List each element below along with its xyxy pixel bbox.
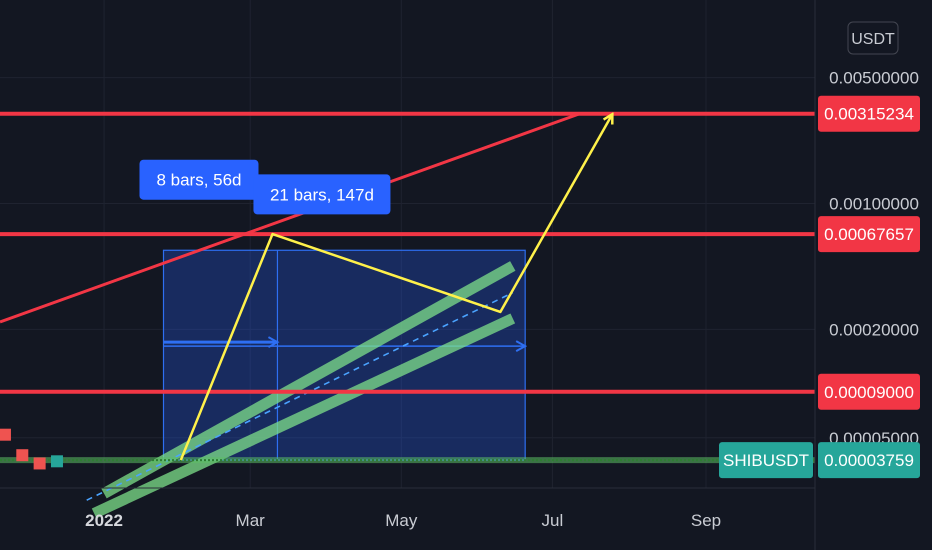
range-measure-label: 21 bars, 147d (270, 185, 374, 204)
price-level-badge[interactable] (818, 373, 920, 410)
channel-middle-line[interactable] (86, 291, 514, 501)
candle[interactable] (16, 449, 29, 462)
candle[interactable] (33, 457, 46, 470)
range-measure-badge[interactable]: 21 bars, 147d (253, 174, 391, 215)
currency-unit-button[interactable] (847, 21, 899, 55)
current-price-badge[interactable] (818, 442, 920, 479)
badge-background (253, 174, 391, 215)
x-tick-label: 2022 (85, 511, 123, 530)
symbol-badge-label: SHIBUSDT (723, 451, 809, 470)
price-level-badge[interactable] (818, 216, 920, 253)
range-measure-label: 8 bars, 56d (156, 171, 241, 190)
projection-path[interactable] (179, 115, 612, 461)
candle[interactable] (0, 428, 11, 441)
x-tick-label: Mar (236, 511, 266, 530)
x-tick-label: Sep (691, 511, 721, 530)
plot-area[interactable]: 8 bars, 56d 21 bars, 147d (0, 0, 815, 519)
currency-unit-label[interactable]: USDT (851, 31, 895, 48)
channel-lower-line[interactable] (91, 313, 516, 519)
x-tick-label: May (385, 511, 418, 530)
badge-background (139, 159, 259, 200)
current-price-badge-label: 0.00003759 (824, 451, 914, 470)
symbol-badge[interactable] (719, 442, 813, 479)
channel-upper-line[interactable] (101, 261, 516, 499)
x-tick-label: Jul (542, 511, 564, 530)
price-level-badge-label: 0.00067657 (824, 225, 914, 244)
y-tick-label: 0.00100000 (829, 195, 919, 214)
candle[interactable] (50, 455, 63, 468)
price-level-badge-label: 0.00009000 (824, 383, 914, 402)
price-level-badge[interactable] (818, 95, 920, 132)
price-level-badge-label: 0.00315234 (824, 105, 914, 124)
resistance-trend-line[interactable] (0, 112, 581, 324)
y-tick-label: 0.00020000 (829, 320, 919, 339)
range-measure-badge[interactable]: 8 bars, 56d (139, 159, 259, 200)
y-tick-label: 0.00500000 (829, 69, 919, 88)
